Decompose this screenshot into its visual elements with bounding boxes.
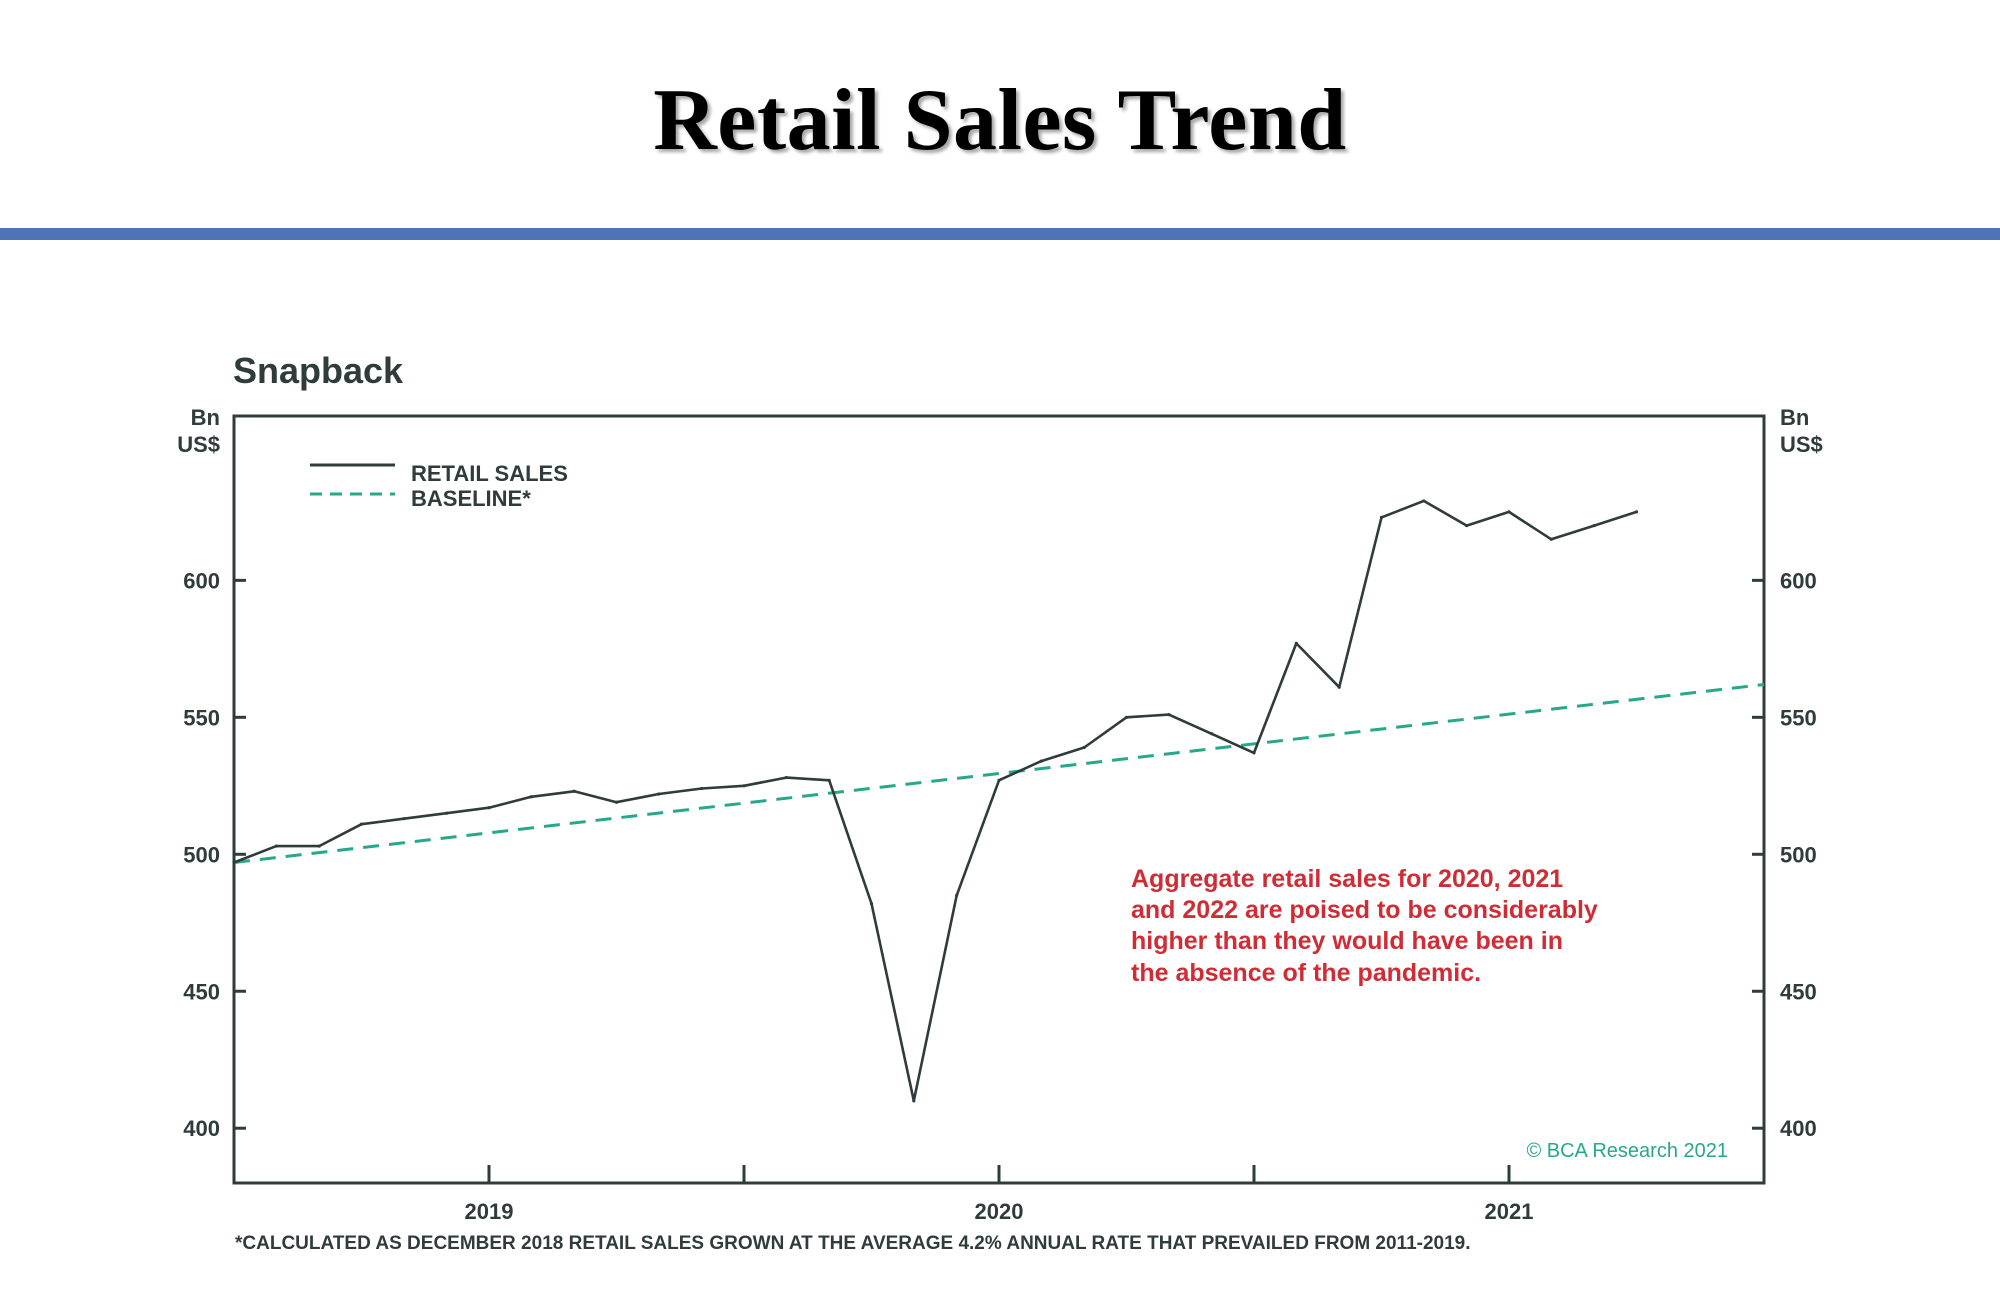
retail-sales-point <box>1082 745 1086 750</box>
retail-sales-point <box>445 811 449 815</box>
retail-sales-point <box>912 1099 916 1103</box>
y-tick-label-left: 550 <box>183 705 220 730</box>
chart-title: Snapback <box>233 350 404 391</box>
legend-label-retail-sales: RETAIL SALES <box>411 461 568 486</box>
x-tick-label: 2019 <box>465 1199 514 1224</box>
retail-sales-point <box>1507 510 1511 514</box>
retail-sales-point <box>614 800 619 804</box>
retail-sales-point <box>827 778 831 782</box>
retail-sales-point <box>1549 537 1553 541</box>
annotation-line-1: Aggregate retail sales for 2020, 2021 <box>1131 865 1563 893</box>
y-tick-label-right: 500 <box>1780 842 1817 867</box>
retail-sales-point <box>1465 523 1469 528</box>
y-tick-label-right: 600 <box>1780 568 1817 593</box>
retail-sales-point <box>1167 712 1171 717</box>
x-tick-label: 2020 <box>975 1199 1024 1224</box>
retail-sales-point <box>955 893 959 897</box>
retail-sales-point <box>700 786 704 791</box>
y-tick-label-left: 500 <box>183 842 220 867</box>
retail-sales-point <box>1124 715 1129 719</box>
retail-sales-point <box>572 789 576 793</box>
retail-sales-point <box>657 792 661 796</box>
annotation-line-2: and 2022 are poised to be considerably <box>1131 896 1598 924</box>
footnote: *CALCULATED AS DECEMBER 2018 RETAIL SALE… <box>235 1233 1471 1254</box>
retail-sales-point <box>1379 515 1384 519</box>
y-axis-left: 400 450 500 550 600 <box>183 568 246 1141</box>
annotation: Aggregate retail sales for 2020, 2021 an… <box>1131 865 1598 987</box>
title-divider <box>0 228 2000 240</box>
baseline-series-line <box>233 683 1765 864</box>
y-tick-label-right: 450 <box>1780 979 1817 1004</box>
retail-sales-point <box>402 817 406 821</box>
retail-sales-point <box>274 844 278 848</box>
retail-sales-point <box>1592 523 1596 528</box>
retail-sales-point <box>1210 732 1214 736</box>
y-tick-label-left: 400 <box>183 1116 220 1141</box>
legend-label-baseline: BASELINE* <box>411 486 531 511</box>
right-unit-label-line1: Bn <box>1780 405 1809 430</box>
retail-sales-points <box>232 499 1639 1103</box>
retail-sales-point <box>784 775 788 780</box>
y-tick-label-left: 450 <box>183 979 220 1004</box>
retail-sales-point <box>997 778 1001 782</box>
y-tick-label-left: 600 <box>183 568 220 593</box>
retail-sales-point <box>232 860 236 865</box>
retail-sales-point <box>529 795 533 799</box>
retail-sales-point <box>1337 685 1341 689</box>
retail-sales-point <box>359 822 364 826</box>
retail-sales-point <box>1634 510 1639 514</box>
legend: RETAIL SALES BASELINE* <box>310 461 568 511</box>
retail-sales-point <box>742 784 746 788</box>
retail-sales-point <box>869 901 874 906</box>
y-tick-label-right: 550 <box>1780 705 1817 730</box>
x-tick-label: 2021 <box>1485 1199 1534 1224</box>
retail-sales-point <box>1422 499 1426 503</box>
retail-sales-point <box>1294 641 1298 645</box>
y-axis-right: 400 450 500 550 600 <box>1752 568 1817 1141</box>
annotation-line-3: higher than they would have been in <box>1131 927 1563 955</box>
copyright-watermark: © BCA Research 2021 <box>1526 1140 1728 1162</box>
retail-sales-point <box>1039 759 1043 763</box>
plot-frame <box>232 414 1766 1185</box>
retail-sales-point <box>487 806 491 810</box>
y-tick-label-right: 400 <box>1780 1116 1817 1141</box>
retail-sales-point <box>1252 751 1256 755</box>
left-unit-label-line1: Bn <box>191 405 220 430</box>
retail-sales-point <box>317 844 321 848</box>
left-unit-label-line2: US$ <box>177 432 220 457</box>
page-title: Retail Sales Trend <box>653 72 1347 169</box>
retail-sales-series-line <box>233 499 1637 1103</box>
x-axis: 2019 2020 2021 <box>465 1165 1534 1224</box>
annotation-line-4: the absence of the pandemic. <box>1131 959 1481 987</box>
right-unit-label-line2: US$ <box>1780 432 1823 457</box>
